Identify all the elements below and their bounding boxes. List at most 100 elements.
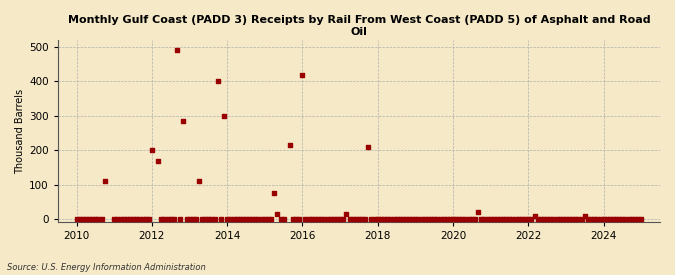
Point [632, 217, 643, 221]
Point [253, 217, 264, 221]
Point [99, 179, 110, 183]
Point [319, 217, 329, 221]
Point [168, 217, 179, 221]
Point [256, 217, 267, 221]
Point [90, 217, 101, 221]
Point [488, 217, 499, 221]
Point [97, 217, 107, 221]
Point [181, 217, 192, 221]
Point [567, 217, 578, 221]
Point [485, 217, 496, 221]
Point [128, 217, 138, 221]
Point [576, 217, 587, 221]
Point [504, 217, 515, 221]
Point [306, 217, 317, 221]
Point [272, 212, 283, 216]
Point [394, 217, 405, 221]
Point [153, 158, 164, 163]
Point [72, 217, 82, 221]
Point [187, 217, 198, 221]
Point [178, 119, 188, 123]
Point [373, 217, 383, 221]
Point [379, 217, 389, 221]
Point [115, 217, 126, 221]
Point [441, 217, 452, 221]
Point [131, 217, 142, 221]
Point [228, 217, 239, 221]
Point [558, 217, 568, 221]
Point [636, 217, 647, 221]
Point [338, 217, 348, 221]
Point [156, 217, 167, 221]
Point [146, 148, 157, 152]
Point [93, 217, 104, 221]
Point [356, 217, 367, 221]
Point [122, 217, 132, 221]
Point [385, 217, 396, 221]
Point [605, 217, 616, 221]
Point [291, 217, 302, 221]
Point [542, 217, 553, 221]
Point [341, 212, 352, 216]
Point [448, 217, 458, 221]
Point [304, 217, 315, 221]
Point [294, 217, 305, 221]
Point [366, 217, 377, 221]
Point [200, 217, 211, 221]
Point [325, 217, 336, 221]
Point [250, 217, 261, 221]
Point [617, 217, 628, 221]
Point [416, 217, 427, 221]
Point [80, 217, 91, 221]
Point [510, 217, 521, 221]
Point [435, 217, 446, 221]
Point [457, 217, 468, 221]
Point [526, 217, 537, 221]
Point [551, 217, 562, 221]
Point [244, 217, 254, 221]
Point [360, 217, 371, 221]
Point [614, 217, 625, 221]
Point [184, 217, 195, 221]
Point [137, 217, 148, 221]
Point [388, 217, 399, 221]
Point [611, 217, 622, 221]
Point [426, 217, 437, 221]
Point [78, 217, 88, 221]
Point [331, 217, 342, 221]
Point [629, 217, 640, 221]
Point [466, 217, 477, 221]
Point [623, 217, 634, 221]
Point [347, 217, 358, 221]
Point [335, 217, 346, 221]
Point [84, 217, 95, 221]
Point [497, 217, 508, 221]
Point [297, 72, 308, 77]
Point [190, 217, 201, 221]
Point [259, 217, 270, 221]
Point [144, 217, 155, 221]
Point [601, 217, 612, 221]
Point [196, 217, 207, 221]
Point [404, 217, 414, 221]
Point [87, 217, 98, 221]
Point [109, 217, 119, 221]
Point [454, 217, 465, 221]
Point [194, 179, 205, 183]
Point [247, 217, 258, 221]
Point [438, 217, 449, 221]
Point [595, 217, 606, 221]
Point [328, 217, 339, 221]
Point [429, 217, 439, 221]
Point [419, 217, 430, 221]
Point [225, 217, 236, 221]
Point [175, 217, 186, 221]
Point [539, 217, 549, 221]
Y-axis label: Thousand Barrels: Thousand Barrels [15, 88, 25, 174]
Title: Monthly Gulf Coast (PADD 3) Receipts by Rail From West Coast (PADD 5) of Asphalt: Monthly Gulf Coast (PADD 3) Receipts by … [68, 15, 650, 37]
Point [313, 217, 324, 221]
Text: Source: U.S. Energy Information Administration: Source: U.S. Energy Information Administ… [7, 263, 205, 272]
Point [134, 217, 145, 221]
Point [215, 217, 226, 221]
Point [269, 191, 279, 195]
